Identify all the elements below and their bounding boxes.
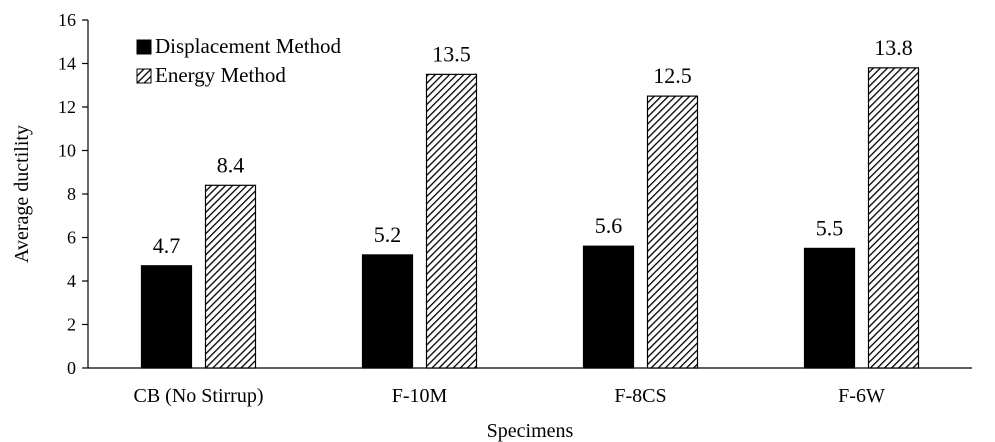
bar-energy [425, 73, 478, 369]
y-axis-title: Average ductility [11, 125, 33, 263]
bar-energy [646, 95, 699, 369]
data-labels: 4.7 8.4 5.2 13.5 5.6 12.5 5.5 13.8 [153, 35, 913, 258]
data-label: 4.7 [153, 233, 181, 258]
bar-displacement [140, 265, 193, 369]
data-label: 12.5 [653, 63, 692, 88]
legend-label: Energy Method [155, 63, 286, 87]
y-tick-label: 16 [58, 10, 76, 30]
y-tick-label: 2 [67, 315, 76, 335]
x-tick-label: F-8CS [614, 385, 666, 407]
x-tick-label: F-10M [392, 385, 448, 407]
y-tick-label: 12 [58, 97, 76, 117]
y-tick-label: 0 [67, 358, 76, 378]
y-tick-label: 14 [58, 54, 76, 74]
data-label: 13.8 [874, 35, 913, 60]
data-label: 13.5 [432, 41, 471, 66]
bar-energy [867, 67, 920, 369]
bar-marks [140, 67, 920, 369]
data-label: 5.2 [374, 222, 402, 247]
y-tick-label: 10 [58, 141, 76, 161]
legend-label: Displacement Method [155, 34, 342, 58]
bar-displacement [582, 245, 635, 369]
legend-swatch [136, 39, 152, 55]
bar-energy [204, 184, 257, 369]
data-label: 8.4 [217, 152, 245, 177]
y-axis-ticks: 0 2 4 6 8 10 12 14 16 [58, 10, 88, 378]
y-tick-label: 6 [67, 228, 76, 248]
legend: Displacement Method Energy Method [136, 34, 342, 87]
x-tick-label: F-6W [838, 385, 885, 407]
x-axis-title: Specimens [487, 420, 574, 442]
legend-swatch [136, 68, 152, 84]
y-tick-label: 8 [67, 184, 76, 204]
bar-displacement [361, 254, 414, 369]
bar-displacement [803, 247, 856, 369]
y-tick-label: 4 [67, 271, 76, 291]
x-tick-label: CB (No Stirrup) [134, 385, 264, 407]
data-label: 5.5 [816, 215, 844, 240]
data-label: 5.6 [595, 213, 623, 238]
category-labels: CB (No Stirrup) F-10M F-8CS F-6W [134, 385, 885, 407]
